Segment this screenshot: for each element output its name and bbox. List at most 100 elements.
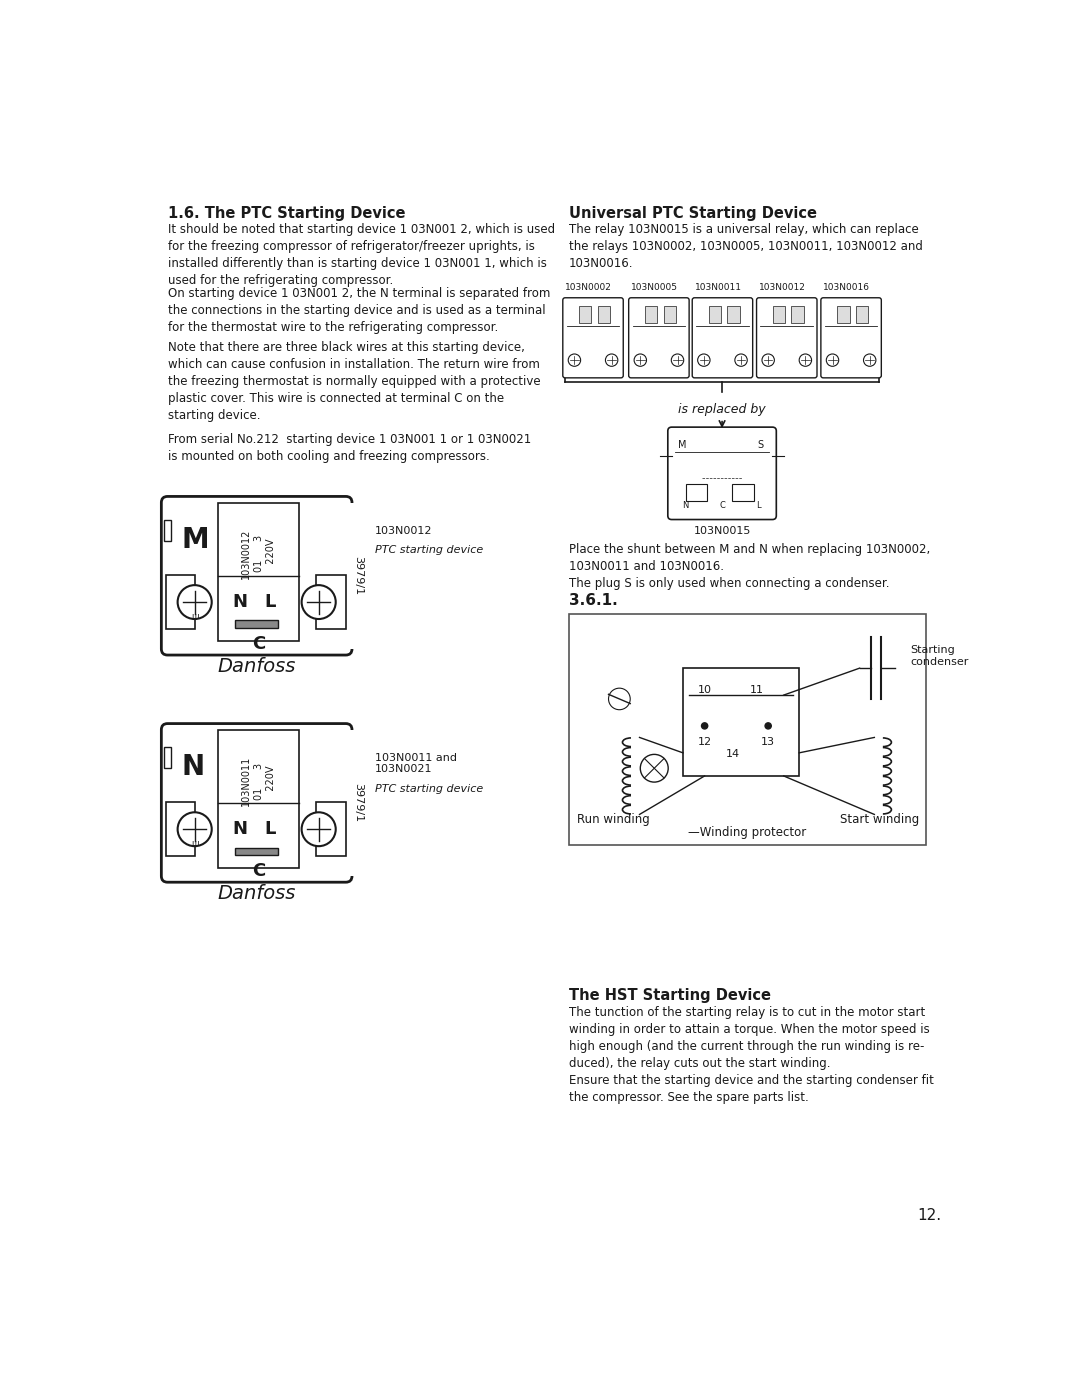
- Text: M: M: [678, 440, 687, 450]
- Text: 1.6. The PTC Starting Device: 1.6. The PTC Starting Device: [167, 207, 405, 221]
- FancyBboxPatch shape: [316, 802, 346, 856]
- Text: 11: 11: [750, 685, 764, 696]
- Bar: [708, 306, 721, 324]
- Text: 3979/1: 3979/1: [353, 784, 363, 823]
- Circle shape: [762, 353, 774, 366]
- Text: N: N: [683, 500, 689, 510]
- Text: L: L: [756, 500, 760, 510]
- Circle shape: [301, 812, 336, 847]
- Bar: [235, 848, 278, 855]
- Text: Danfoss: Danfoss: [217, 657, 296, 676]
- Circle shape: [698, 353, 710, 366]
- FancyBboxPatch shape: [563, 298, 623, 377]
- Circle shape: [177, 585, 212, 619]
- Text: L: L: [265, 592, 275, 610]
- Text: PTC starting device: PTC starting device: [375, 784, 484, 793]
- Bar: [773, 306, 785, 324]
- Bar: [164, 746, 171, 768]
- Text: 12: 12: [698, 738, 712, 747]
- Text: M: M: [181, 525, 210, 553]
- Text: L: L: [265, 820, 275, 838]
- FancyBboxPatch shape: [686, 485, 707, 502]
- Text: S: S: [757, 440, 764, 450]
- Text: 103N0002: 103N0002: [565, 284, 612, 292]
- Text: C: C: [252, 862, 266, 880]
- Text: 103N0011: 103N0011: [694, 284, 742, 292]
- Circle shape: [634, 353, 647, 366]
- Bar: [645, 306, 658, 324]
- Text: N: N: [232, 820, 247, 838]
- Text: Run winding: Run winding: [577, 813, 649, 826]
- Text: The HST Starting Device: The HST Starting Device: [569, 988, 771, 1003]
- Circle shape: [702, 722, 707, 729]
- Text: N: N: [181, 753, 204, 781]
- Bar: [569, 615, 926, 845]
- Text: The relay 103N0015 is a universal relay, which can replace
the relays 103N0002, : The relay 103N0015 is a universal relay,…: [569, 224, 923, 270]
- Circle shape: [734, 353, 747, 366]
- Text: It should be noted that starting device 1 03N001 2, which is used
for the freezi: It should be noted that starting device …: [167, 224, 555, 286]
- Text: 103N0011
01      3
  220V: 103N0011 01 3 220V: [241, 756, 276, 806]
- Text: 3979/1: 3979/1: [353, 556, 363, 595]
- Bar: [727, 306, 740, 324]
- Text: Place the shunt between M and N when replacing 103N0002,
103N0011 and 103N0016.
: Place the shunt between M and N when rep…: [569, 542, 930, 590]
- Bar: [235, 620, 278, 629]
- Text: PTC starting device: PTC starting device: [375, 545, 484, 555]
- Circle shape: [606, 353, 618, 366]
- FancyBboxPatch shape: [629, 298, 689, 377]
- Bar: [350, 503, 367, 648]
- Text: 14: 14: [726, 749, 741, 759]
- Text: Starting
condenser: Starting condenser: [910, 645, 969, 666]
- Text: N: N: [232, 592, 247, 610]
- Bar: [218, 729, 299, 869]
- Text: 3.6.1.: 3.6.1.: [569, 592, 618, 608]
- FancyBboxPatch shape: [161, 496, 352, 655]
- Text: 103N0012
01      3
  220V: 103N0012 01 3 220V: [241, 528, 276, 578]
- Text: is replaced by: is replaced by: [678, 404, 766, 416]
- Bar: [683, 668, 799, 775]
- Bar: [579, 306, 592, 324]
- Circle shape: [301, 585, 336, 619]
- Text: 103N0016: 103N0016: [823, 284, 870, 292]
- FancyBboxPatch shape: [316, 576, 346, 629]
- Text: The tunction of the starting relay is to cut in the motor start
winding in order: The tunction of the starting relay is to…: [569, 1006, 934, 1104]
- Text: ш: ш: [191, 612, 199, 620]
- Text: 103N0015: 103N0015: [693, 527, 751, 536]
- Text: ш: ш: [191, 838, 199, 848]
- FancyBboxPatch shape: [667, 427, 777, 520]
- Text: Start winding: Start winding: [840, 813, 919, 826]
- Text: Danfoss: Danfoss: [217, 884, 296, 902]
- Text: 103N0005: 103N0005: [631, 284, 678, 292]
- Bar: [218, 503, 299, 641]
- Bar: [663, 306, 676, 324]
- Bar: [164, 520, 171, 541]
- Circle shape: [799, 353, 811, 366]
- FancyBboxPatch shape: [757, 298, 816, 377]
- Text: On starting device 1 03N001 2, the N terminal is separated from
the connections : On starting device 1 03N001 2, the N ter…: [167, 286, 550, 334]
- Text: C: C: [719, 500, 725, 510]
- Bar: [597, 306, 610, 324]
- FancyBboxPatch shape: [161, 724, 352, 882]
- Bar: [350, 729, 367, 876]
- Text: —Winding protector: —Winding protector: [688, 826, 807, 840]
- FancyBboxPatch shape: [166, 802, 195, 856]
- Circle shape: [864, 353, 876, 366]
- Circle shape: [672, 353, 684, 366]
- Text: C: C: [252, 636, 266, 652]
- Text: 103N0011 and
103N0021: 103N0011 and 103N0021: [375, 753, 457, 774]
- Text: 12.: 12.: [917, 1207, 941, 1222]
- Circle shape: [765, 722, 771, 729]
- Circle shape: [826, 353, 839, 366]
- Text: Universal PTC Starting Device: Universal PTC Starting Device: [569, 207, 816, 221]
- FancyBboxPatch shape: [692, 298, 753, 377]
- Circle shape: [177, 812, 212, 847]
- FancyBboxPatch shape: [166, 576, 195, 629]
- Bar: [855, 306, 868, 324]
- Circle shape: [608, 689, 631, 710]
- Text: 13: 13: [761, 738, 775, 747]
- Circle shape: [640, 754, 669, 782]
- Bar: [837, 306, 850, 324]
- Text: 103N0012: 103N0012: [375, 525, 433, 535]
- Text: Note that there are three black wires at this starting device,
which can cause c: Note that there are three black wires at…: [167, 341, 540, 422]
- Text: From serial No.212  starting device 1 03N001 1 or 1 03N0021
is mounted on both c: From serial No.212 starting device 1 03N…: [167, 433, 530, 464]
- Bar: [792, 306, 804, 324]
